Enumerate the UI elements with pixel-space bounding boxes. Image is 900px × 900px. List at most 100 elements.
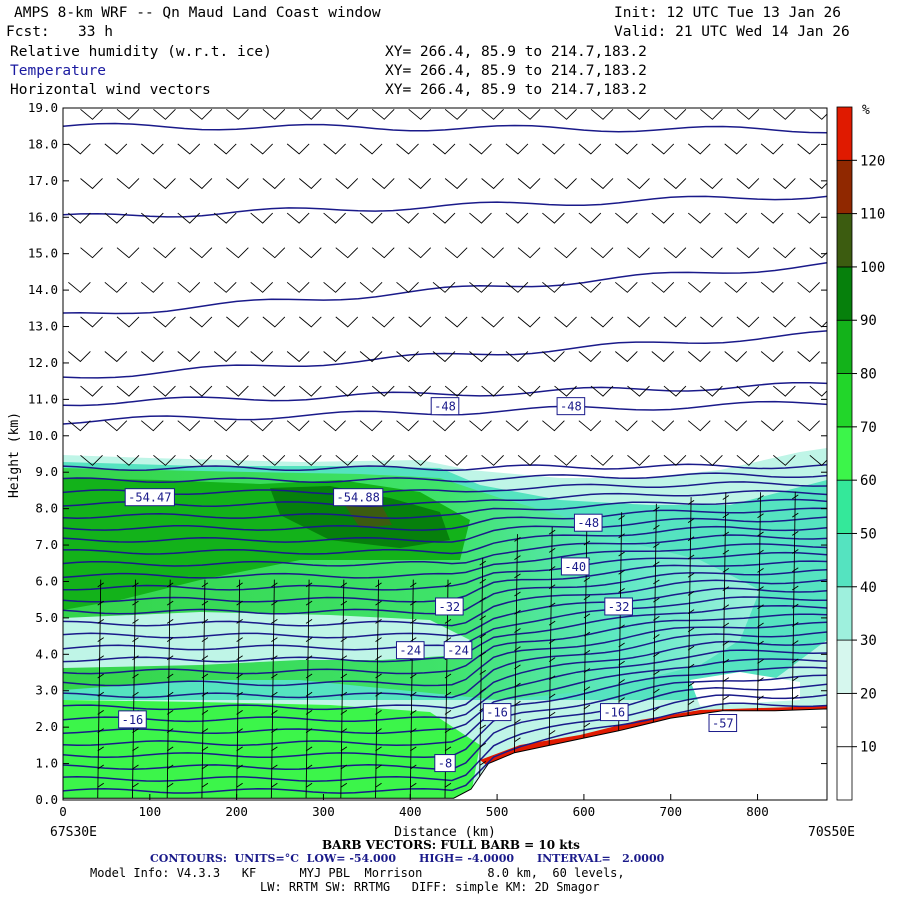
forecast-label: Fcst:: [6, 24, 50, 40]
wind-barb-flag: [548, 657, 556, 662]
wind-barb-flag: [514, 609, 521, 615]
wind-barb-flag: [583, 668, 591, 673]
isotherm-lower: [63, 516, 827, 543]
wind-barb: [651, 420, 675, 432]
x-tick-label: 800: [746, 804, 769, 819]
wind-barb-staff: [479, 557, 484, 777]
wind-barb: [226, 247, 249, 259]
wind-barb-flag: [201, 655, 209, 661]
wind-barb: [700, 316, 723, 328]
wind-barb: [177, 212, 201, 224]
wind-barb-flag: [792, 585, 799, 591]
wind-barb-flag: [305, 600, 313, 606]
isotherm-upper: [63, 262, 827, 315]
wind-barb: [262, 247, 286, 259]
wind-barb: [153, 385, 176, 397]
field-temp-name: Temperature: [10, 63, 107, 79]
temperature-label: -48: [560, 400, 582, 414]
wind-barb-flag: [444, 728, 452, 733]
wind-barb-flag: [410, 764, 417, 770]
temperature-label: -54.88: [337, 491, 380, 505]
wind-barb-flag: [340, 582, 348, 588]
wind-barb: [396, 143, 419, 155]
y-tick-label: 9.0: [35, 464, 58, 479]
wind-barb: [153, 178, 176, 190]
y-tick-label: 0.0: [35, 792, 58, 807]
wind-barb: [323, 420, 346, 432]
wind-barb-flag: [514, 700, 521, 706]
wind-barb: [104, 143, 128, 155]
wind-barb: [481, 316, 504, 328]
wind-barb-flag: [548, 675, 556, 681]
wind-barb: [773, 108, 796, 120]
temperature-contours: [63, 122, 827, 794]
wind-barb-staff: [340, 579, 345, 799]
chart-title: AMPS 8-km WRF -- Qn Maud Land Coast wind…: [14, 5, 381, 21]
wind-barb-flag: [618, 515, 625, 520]
temperature-label: -8: [438, 757, 452, 771]
wind-barb-flag: [687, 500, 695, 505]
x-tick-label: 300: [312, 804, 335, 819]
y-axis: 0.0 1.0 2.0 3.0 4.0 5.0 6.0 7.0 8.0 9.0 10.0 11.0 12…: [28, 100, 827, 807]
wind-barb-flag: [236, 637, 243, 642]
wind-barb-flag: [166, 582, 174, 588]
wind-barb: [444, 247, 468, 259]
y-tick-label: 18.0: [28, 136, 58, 151]
wind-barb: [615, 351, 638, 363]
isotherm-lower: [63, 621, 827, 687]
y-tick-label: 3.0: [35, 683, 58, 698]
temperature-label-box: [708, 714, 738, 733]
colorbar-tick-label: 80: [860, 367, 877, 383]
x-tick-label: 200: [225, 804, 248, 819]
temperature-label-box: [560, 557, 590, 576]
wind-barb: [68, 212, 91, 224]
wind-barb: [627, 247, 650, 259]
wind-barb-flag: [757, 640, 764, 646]
wind-barb: [760, 281, 784, 293]
wind-barb-flag: [548, 730, 556, 735]
wind-barb: [469, 420, 492, 432]
wind-barb-flag: [548, 639, 556, 644]
wind-barb-flag: [97, 782, 104, 788]
wind-barb-flag: [97, 710, 104, 715]
wind-barb: [554, 178, 577, 190]
wind-barb: [396, 351, 419, 363]
wind-barb-staff: [514, 534, 518, 753]
wind-barb-flag: [375, 782, 382, 788]
wind-barb: [663, 385, 687, 397]
x-tick-label: 400: [399, 804, 422, 819]
wind-barb: [481, 247, 504, 259]
wind-barb: [177, 281, 201, 293]
wind-barb: [408, 108, 432, 120]
wind-barb: [299, 385, 322, 397]
rh-dry-band: [63, 612, 470, 668]
wind-barb-flag: [514, 555, 521, 560]
wind-barb: [408, 454, 432, 466]
wind-barb: [80, 316, 103, 328]
wind-barb: [80, 454, 103, 466]
wind-barb: [116, 385, 140, 397]
wind-barb-flag: [305, 691, 313, 697]
wind-barb: [432, 281, 456, 293]
colorbar-tick-label: 50: [860, 526, 877, 542]
wind-barb: [153, 316, 176, 328]
wind-barb-staff: [652, 503, 657, 723]
wind-barb: [627, 385, 650, 397]
wind-barb: [250, 281, 274, 293]
wind-barb: [177, 351, 201, 363]
wind-barb-flag: [132, 618, 139, 624]
wind-barb: [505, 351, 529, 363]
colorbar-tick-label: 10: [860, 740, 877, 756]
wind-barb: [177, 420, 201, 432]
wind-barb: [773, 178, 796, 190]
wind-barb: [104, 420, 128, 432]
wind-barb-flag: [757, 695, 764, 701]
wind-barb: [736, 316, 760, 328]
wind-barb: [299, 178, 322, 190]
wind-barb: [68, 420, 91, 432]
wind-barb-staff: [305, 579, 310, 799]
wind-barb-flag: [236, 710, 243, 715]
wind-barb: [615, 420, 638, 432]
x-axis-label: Distance (km): [394, 825, 496, 840]
wind-barb: [651, 143, 675, 155]
